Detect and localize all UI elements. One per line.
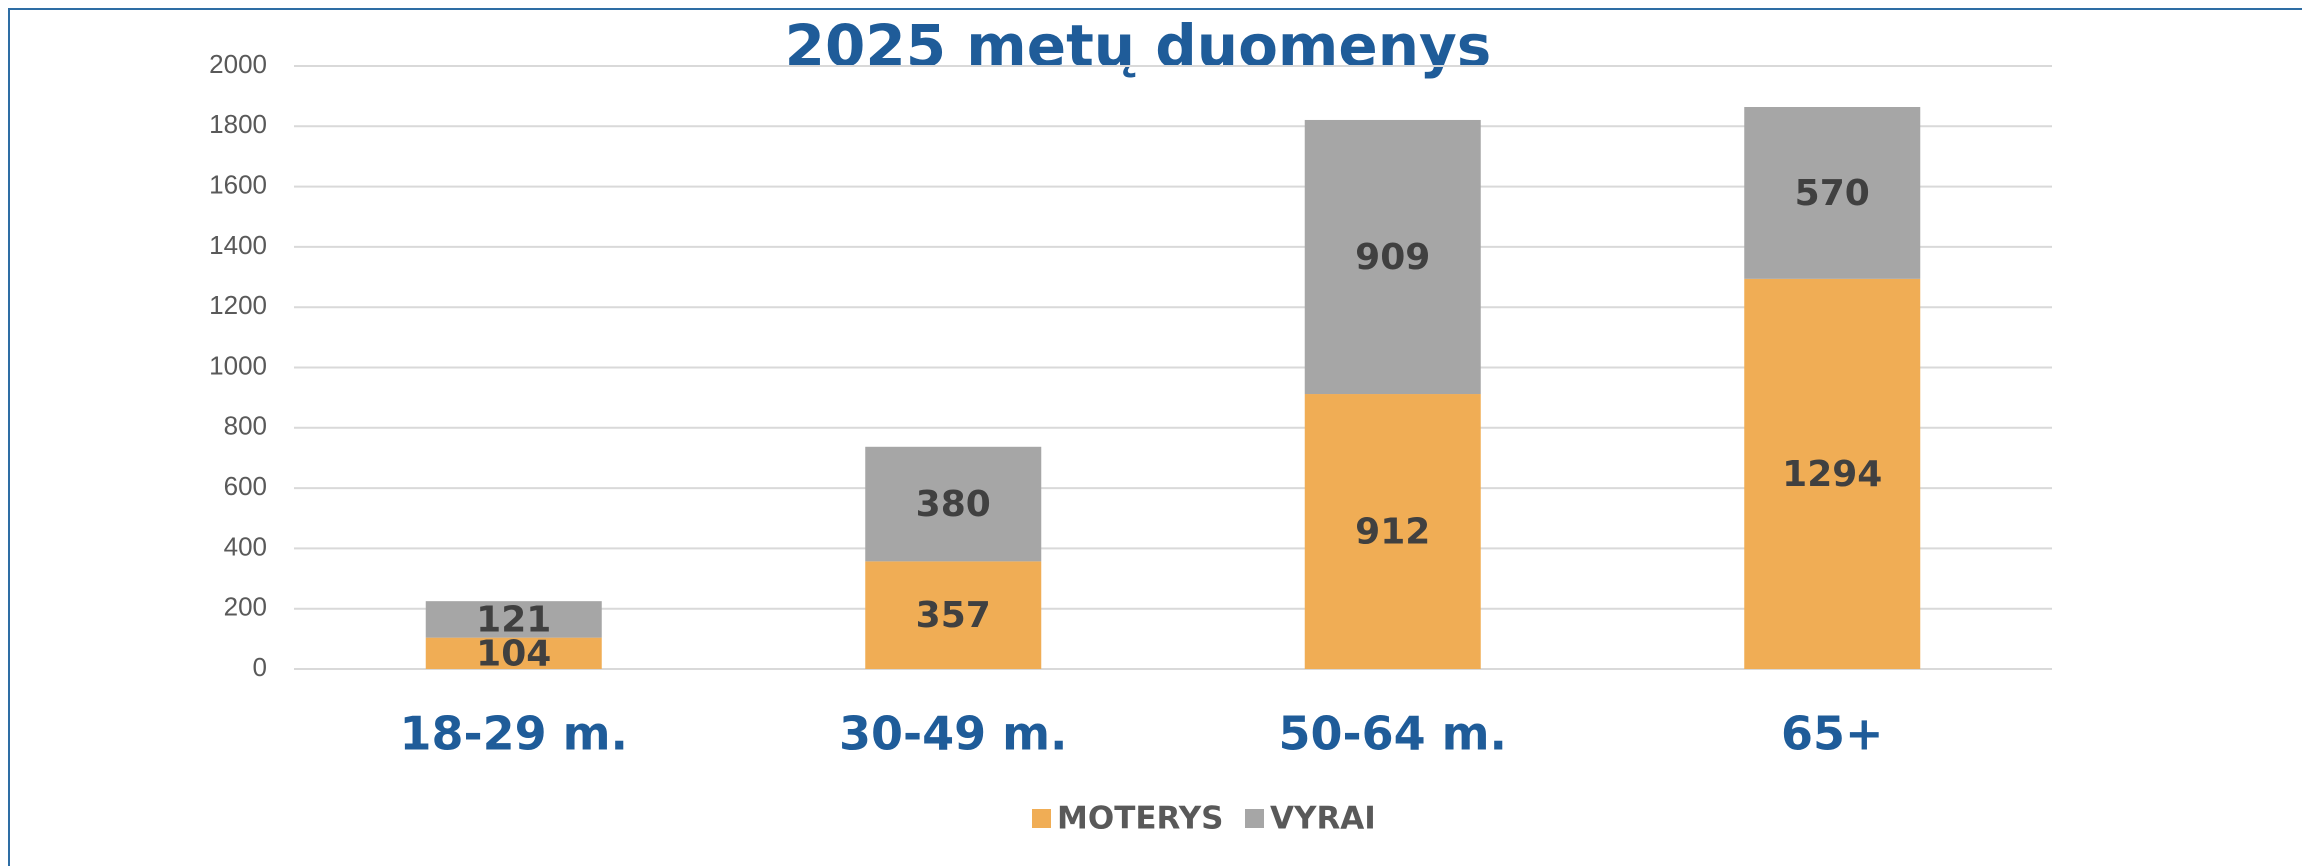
x-tick-label: 65+ (1781, 707, 1884, 761)
bar-segment (425, 637, 602, 669)
bar-segment (1304, 119, 1481, 395)
bar-segment (865, 446, 1042, 562)
y-tick-label: 600 (224, 471, 267, 501)
x-tick-label: 18-29 m. (399, 707, 628, 761)
bar-segment (425, 601, 602, 638)
data-label: 912 (1355, 512, 1430, 553)
bar-segment (865, 561, 1042, 669)
data-label: 104 (476, 633, 551, 674)
legend-label: VYRAI (1270, 801, 1376, 837)
y-tick-label: 1400 (209, 230, 267, 260)
bar-segment (1744, 278, 1921, 669)
bar-segment (1304, 394, 1481, 669)
y-tick-label: 1000 (209, 350, 267, 380)
y-tick-label: 2000 (209, 49, 267, 79)
legend-label: MOTERYS (1057, 801, 1223, 837)
y-tick-label: 400 (224, 531, 267, 561)
data-label: 909 (1355, 237, 1430, 278)
bar-segment (1744, 107, 1921, 279)
data-label: 570 (1795, 173, 1870, 214)
data-label: 121 (476, 599, 551, 640)
y-tick-label: 200 (224, 592, 267, 622)
chart-title: 2025 metų duomenys (785, 12, 1492, 80)
legend-swatch (1032, 809, 1051, 828)
y-tick-label: 0 (253, 652, 267, 682)
frame (8, 8, 2302, 866)
y-tick-label: 1200 (209, 290, 267, 320)
x-tick-label: 30-49 m. (839, 707, 1068, 761)
data-label: 357 (916, 595, 991, 636)
y-tick-label: 800 (224, 411, 267, 441)
y-tick-label: 1800 (209, 109, 267, 139)
legend-swatch (1245, 809, 1264, 828)
data-label: 380 (916, 484, 991, 525)
data-label: 1294 (1782, 454, 1882, 495)
y-tick-label: 1600 (209, 169, 267, 199)
x-tick-label: 50-64 m. (1278, 707, 1507, 761)
